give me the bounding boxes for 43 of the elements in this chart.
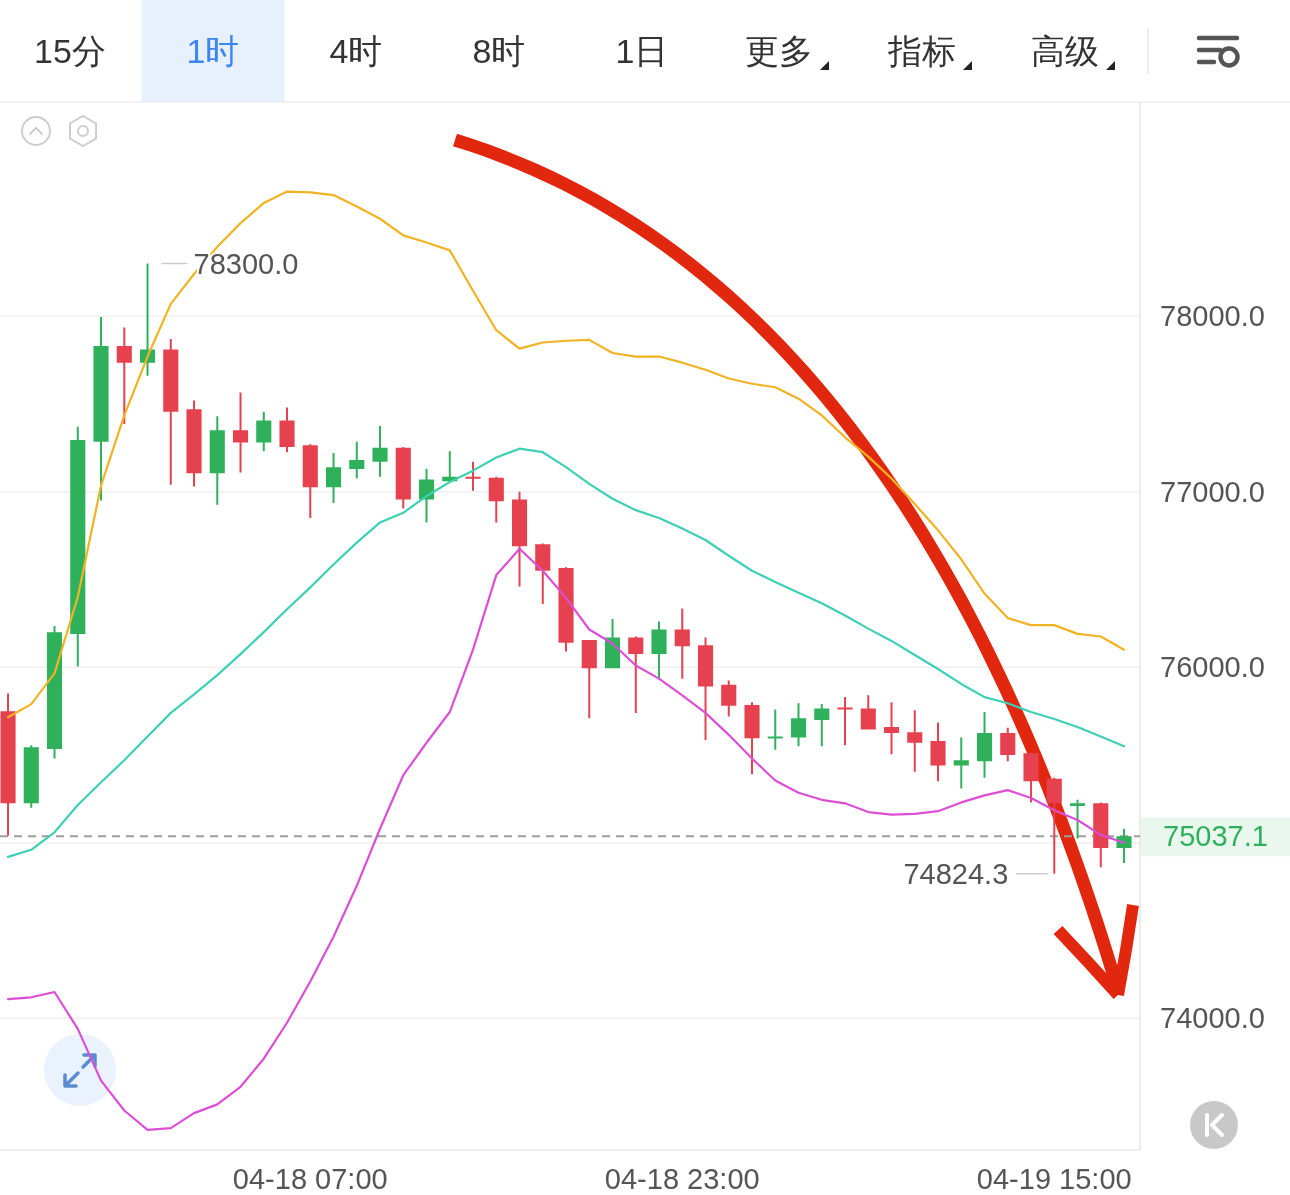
category-label: 高级 bbox=[1031, 32, 1099, 70]
y-tick-label: 76000.0 bbox=[1160, 651, 1265, 684]
category-label: 8时 bbox=[472, 32, 526, 70]
annotation: 74824.3 bbox=[903, 857, 1009, 890]
candlestick bbox=[349, 441, 365, 479]
x-tick-label: 04-19 15:00 bbox=[976, 1163, 1132, 1195]
candlestick bbox=[697, 637, 714, 741]
candlestick bbox=[232, 392, 249, 473]
x-tick-label: 04-18 07:00 bbox=[232, 1163, 388, 1195]
candlestick bbox=[465, 461, 481, 491]
ref-line-label: 75037.1 bbox=[1163, 820, 1268, 853]
candlestick bbox=[279, 407, 295, 453]
candlestick bbox=[372, 425, 388, 477]
candlestick bbox=[628, 636, 644, 713]
line-series bbox=[6, 547, 1126, 1131]
y-tick-label: 77000.0 bbox=[1160, 475, 1265, 508]
candlestick bbox=[651, 621, 667, 680]
candlestick bbox=[767, 709, 783, 750]
candlestick bbox=[953, 737, 969, 789]
category-label: 1时 bbox=[186, 32, 240, 70]
candlestick bbox=[907, 710, 923, 772]
category-label: 更多 bbox=[745, 32, 813, 70]
line-series bbox=[6, 190, 1126, 719]
category-label: 4时 bbox=[329, 32, 383, 70]
category-label: 15分 bbox=[34, 32, 106, 70]
category-label: 指标 bbox=[887, 32, 956, 70]
candlestick bbox=[837, 697, 853, 746]
candlestick bbox=[93, 317, 109, 501]
candlestick bbox=[186, 400, 202, 487]
candlestick bbox=[744, 702, 760, 775]
x-tick-label: 04-18 23:00 bbox=[604, 1163, 760, 1195]
candlestick bbox=[930, 722, 946, 782]
candlestick bbox=[558, 567, 574, 652]
candlestick bbox=[116, 327, 132, 425]
y-tick-label: 74000.0 bbox=[1160, 1002, 1265, 1035]
candlestick bbox=[1023, 752, 1039, 803]
category-label: 1日 bbox=[615, 32, 669, 70]
candlestick bbox=[0, 693, 16, 836]
y-tick-label: 78000.0 bbox=[1160, 300, 1265, 333]
candlestick bbox=[883, 702, 900, 755]
candlestick bbox=[581, 640, 597, 719]
candlestick bbox=[1069, 799, 1086, 839]
line-series bbox=[6, 447, 1126, 858]
